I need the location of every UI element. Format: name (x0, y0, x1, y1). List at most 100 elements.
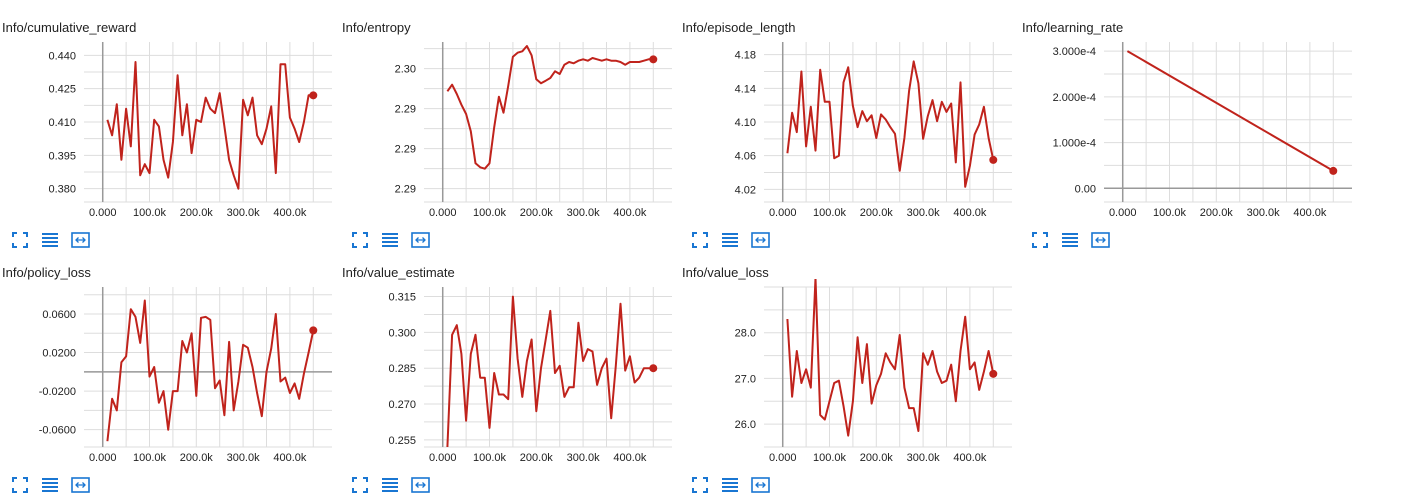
fit-domain-icon (410, 477, 430, 493)
chart-title: Info/learning_rate (1022, 20, 1124, 35)
list-icon (721, 233, 738, 247)
y-tick-label: 26.0 (735, 419, 756, 431)
list-icon (41, 233, 58, 247)
fit-domain-button[interactable] (70, 475, 90, 495)
x-tick-label: 400.0k (273, 207, 307, 219)
list-button[interactable] (380, 230, 400, 250)
expand-button[interactable] (10, 230, 30, 250)
list-icon (381, 233, 398, 247)
x-tick-label: 300.0k (907, 452, 941, 464)
x-tick-label: 300.0k (227, 207, 261, 219)
list-button[interactable] (720, 475, 740, 495)
x-tick-label: 100.0k (473, 207, 507, 219)
expand-button[interactable] (350, 230, 370, 250)
series-line (1126, 50, 1334, 172)
list-icon (41, 478, 58, 492)
expand-button[interactable] (350, 475, 370, 495)
expand-button[interactable] (690, 230, 710, 250)
chart-card-policy-loss: Info/policy_loss 0.000 100.0k 200.0k 300.0k 4… (0, 253, 336, 493)
y-tick-label: 1.000e-4 (1053, 138, 1096, 150)
fit-domain-icon (70, 232, 90, 248)
y-tick-label: 4.10 (735, 117, 756, 129)
series-line (106, 299, 315, 442)
chart-card-episode-length: Info/episode_length 0.000 100.0k 200.0k 300.… (680, 8, 1016, 248)
y-tick-label: -0.0200 (39, 386, 76, 398)
y-tick-label: 4.02 (735, 184, 756, 196)
y-tick-label: 27.0 (735, 373, 756, 385)
expand-icon (11, 477, 28, 493)
fit-domain-button[interactable] (750, 230, 770, 250)
chart-plot[interactable]: 0.000 100.0k 200.0k 300.0k 400.0k 0.255 0.270 0… (340, 279, 676, 469)
fit-domain-button[interactable] (410, 475, 430, 495)
expand-icon (11, 232, 28, 248)
x-tick-label: 100.0k (133, 452, 167, 464)
chart-toolbar (350, 475, 440, 495)
expand-icon (351, 477, 368, 493)
fit-domain-icon (1090, 232, 1110, 248)
y-tick-label: 0.00 (1075, 183, 1096, 195)
last-point-marker (1329, 166, 1338, 175)
list-button[interactable] (1060, 230, 1080, 250)
list-button[interactable] (720, 230, 740, 250)
y-tick-label: 4.14 (735, 83, 756, 95)
expand-button[interactable] (10, 475, 30, 495)
expand-button[interactable] (1030, 230, 1050, 250)
chart-plot[interactable]: 0.000 100.0k 200.0k 300.0k 400.0k 4.02 4.06 4.1… (680, 34, 1016, 224)
y-tick-label: 0.425 (48, 84, 76, 96)
y-tick-label: 2.29 (395, 184, 416, 196)
chart-toolbar (350, 230, 440, 250)
series-line (106, 61, 314, 190)
list-icon (1061, 233, 1078, 247)
fit-domain-button[interactable] (1090, 230, 1110, 250)
expand-icon (1031, 232, 1048, 248)
list-button[interactable] (40, 475, 60, 495)
chart-card-learning-rate: Info/learning_rate 0.000 100.0k 200.0k 300.0… (1020, 8, 1356, 248)
chart-card-value-loss: Info/value_loss 0.000 100.0k 200.0k 300.0k 40… (680, 253, 1016, 493)
series-line (786, 279, 995, 437)
chart-plot[interactable]: 0.000 100.0k 200.0k 300.0k 400.0k 26.0 27.0 28.… (680, 279, 1016, 469)
y-tick-label: 0.395 (48, 150, 76, 162)
chart-plot[interactable]: 0.000 100.0k 200.0k 300.0k 400.0k 0.380 0.395 0… (0, 34, 336, 224)
list-button[interactable] (380, 475, 400, 495)
fit-domain-button[interactable] (410, 230, 430, 250)
y-tick-label: 0.270 (388, 399, 416, 411)
expand-icon (691, 477, 708, 493)
chart-toolbar (690, 230, 780, 250)
chart-card-cumulative-reward: Info/cumulative_reward 0.000 100.0k 200.0k 3… (0, 8, 336, 248)
x-tick-label: 100.0k (1153, 207, 1187, 219)
y-tick-label: 0.300 (388, 327, 416, 339)
x-tick-label: 200.0k (1200, 207, 1234, 219)
y-tick-label: 0.380 (48, 184, 76, 196)
chart-toolbar (10, 230, 100, 250)
fit-domain-button[interactable] (750, 475, 770, 495)
y-tick-label: 0.285 (388, 363, 416, 375)
chart-plot[interactable]: 0.000 100.0k 200.0k 300.0k 400.0k 2.29 2.29 2.2… (340, 34, 676, 224)
chart-title: Info/policy_loss (2, 265, 91, 280)
x-tick-label: 0.000 (89, 207, 117, 219)
fit-domain-button[interactable] (70, 230, 90, 250)
x-tick-label: 200.0k (860, 452, 894, 464)
x-tick-label: 200.0k (180, 452, 214, 464)
chart-title: Info/cumulative_reward (2, 20, 137, 35)
fit-domain-icon (70, 477, 90, 493)
x-tick-label: 400.0k (1293, 207, 1327, 219)
list-button[interactable] (40, 230, 60, 250)
x-tick-label: 400.0k (953, 452, 987, 464)
chart-toolbar (1030, 230, 1120, 250)
x-tick-label: 400.0k (953, 207, 987, 219)
y-tick-label: 0.255 (388, 435, 416, 447)
chart-title: Info/value_loss (682, 265, 769, 280)
x-tick-label: 100.0k (133, 207, 167, 219)
y-tick-label: 0.440 (48, 50, 76, 62)
y-tick-label: 0.0600 (42, 309, 76, 321)
x-tick-label: 0.000 (769, 207, 797, 219)
chart-plot[interactable]: 0.000 100.0k 200.0k 300.0k 400.0k 0.00 1.000e-… (1020, 34, 1356, 224)
chart-title: Info/episode_length (682, 20, 796, 35)
chart-title: Info/entropy (342, 20, 411, 35)
x-tick-label: 0.000 (1109, 207, 1137, 219)
expand-button[interactable] (690, 475, 710, 495)
last-point-marker (309, 91, 318, 100)
x-tick-label: 300.0k (1247, 207, 1281, 219)
x-tick-label: 300.0k (227, 452, 261, 464)
chart-plot[interactable]: 0.000 100.0k 200.0k 300.0k 400.0k -0.0600 -0.0… (0, 279, 336, 469)
